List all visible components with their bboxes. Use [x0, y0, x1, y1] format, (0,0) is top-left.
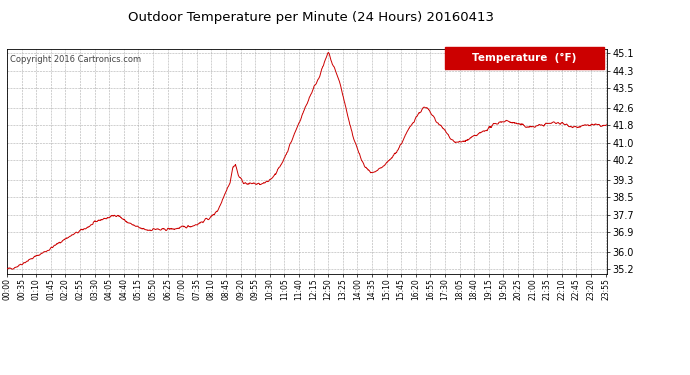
Text: Outdoor Temperature per Minute (24 Hours) 20160413: Outdoor Temperature per Minute (24 Hours… [128, 11, 493, 24]
Text: Temperature  (°F): Temperature (°F) [473, 53, 577, 63]
FancyBboxPatch shape [445, 46, 604, 69]
Text: Copyright 2016 Cartronics.com: Copyright 2016 Cartronics.com [10, 56, 141, 64]
